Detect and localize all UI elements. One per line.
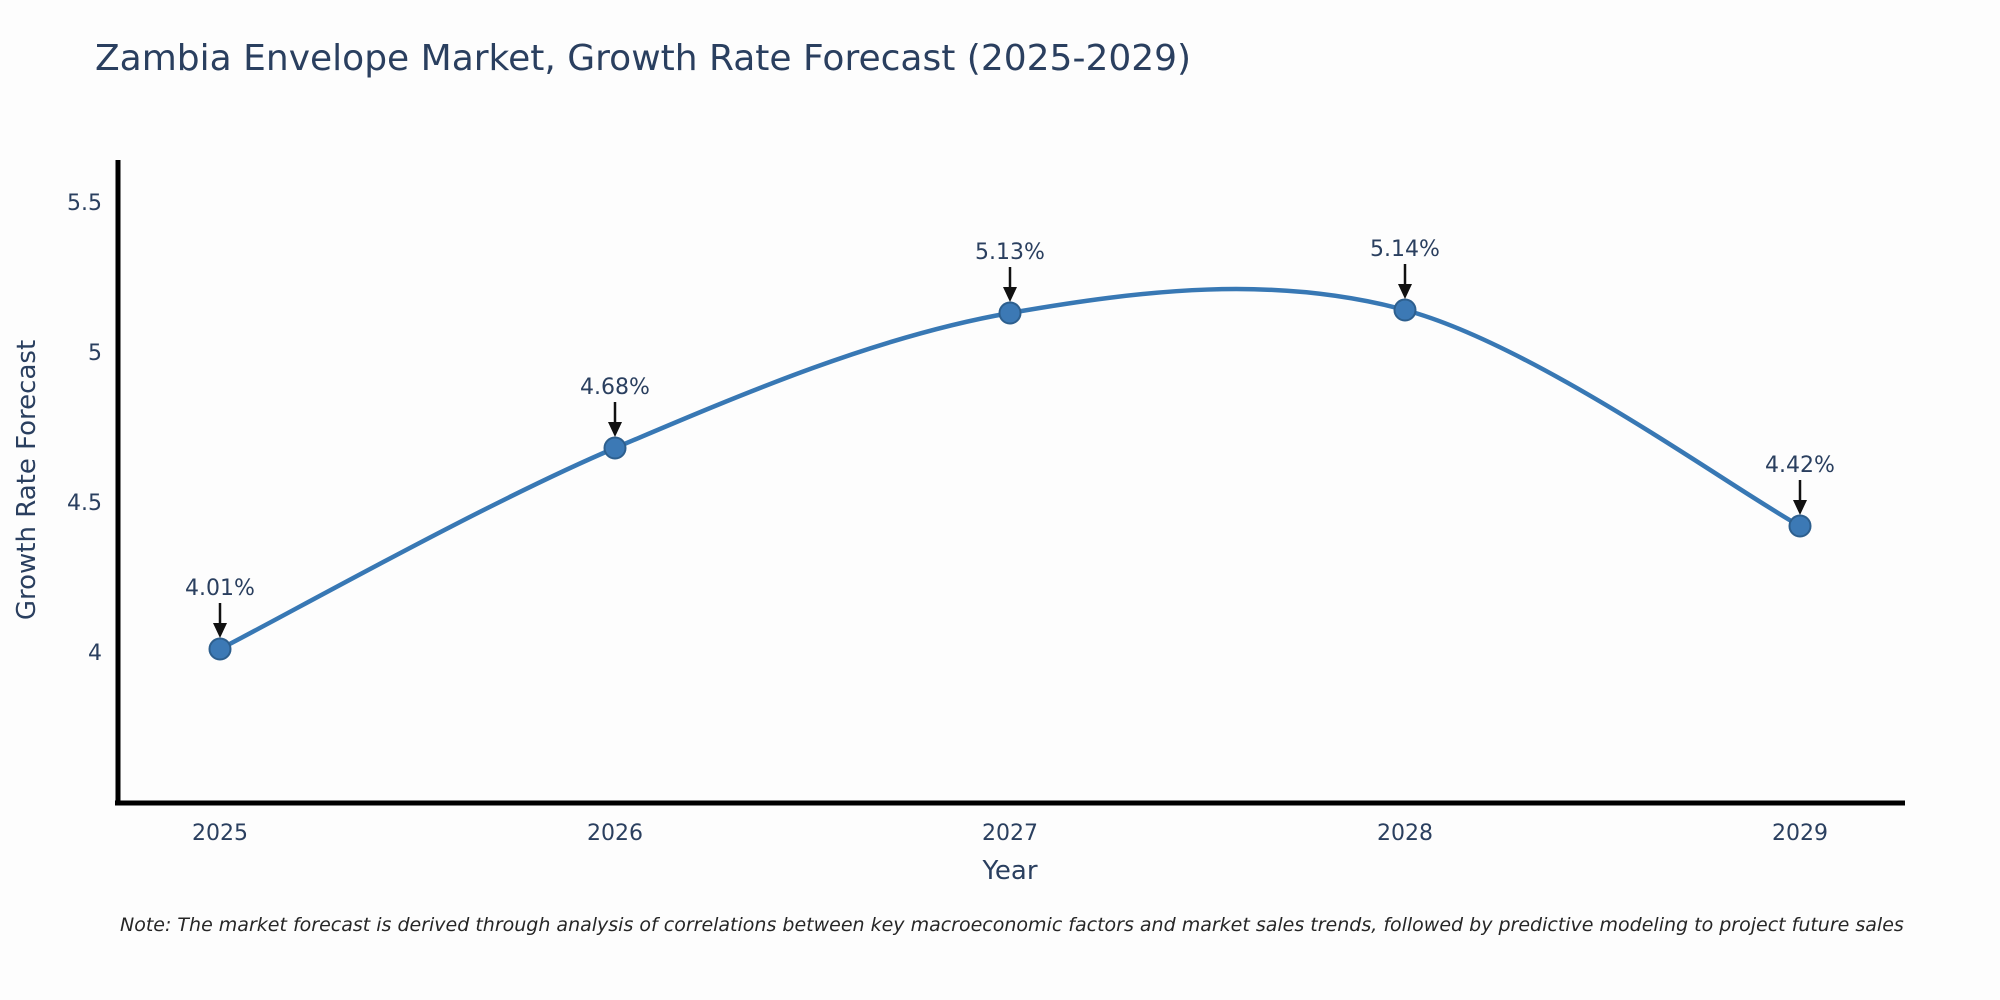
- annotation-arrowhead-icon: [1793, 500, 1807, 515]
- growth-rate-line: [218, 286, 1802, 652]
- data-point-marker: [1788, 514, 1812, 538]
- annotation-arrowhead-icon: [213, 623, 227, 638]
- y-tick-label: 5: [88, 341, 102, 366]
- data-point-label: 4.42%: [1765, 453, 1835, 478]
- x-tick-label: 2027: [982, 821, 1038, 846]
- x-tick-label: 2026: [587, 821, 643, 846]
- x-tick-label: 2025: [192, 821, 248, 846]
- x-tick-label: 2028: [1377, 821, 1433, 846]
- data-point-label: 4.01%: [185, 576, 255, 601]
- data-point-label: 5.13%: [975, 240, 1045, 265]
- annotation-arrowhead-icon: [608, 422, 622, 437]
- footnote-text: Note: The market forecast is derived thr…: [120, 914, 1904, 936]
- y-tick-label: 4.5: [67, 491, 102, 516]
- chart-title: Zambia Envelope Market, Growth Rate Fore…: [95, 38, 1192, 79]
- data-point-marker: [1393, 298, 1417, 322]
- data-point-label: 5.14%: [1370, 237, 1440, 262]
- data-point-marker: [208, 637, 232, 661]
- annotation-arrowhead-icon: [1003, 287, 1017, 302]
- y-tick-label: 5.5: [67, 191, 102, 216]
- x-tick-label: 2029: [1772, 821, 1828, 846]
- y-axis-title: Growth Rate Forecast: [12, 339, 42, 621]
- data-point-marker: [603, 436, 627, 460]
- x-axis-title: Year: [982, 856, 1038, 886]
- data-point-label: 4.68%: [580, 375, 650, 400]
- y-tick-label: 4: [88, 641, 102, 666]
- annotation-arrowhead-icon: [1398, 284, 1412, 299]
- data-point-marker: [998, 301, 1022, 325]
